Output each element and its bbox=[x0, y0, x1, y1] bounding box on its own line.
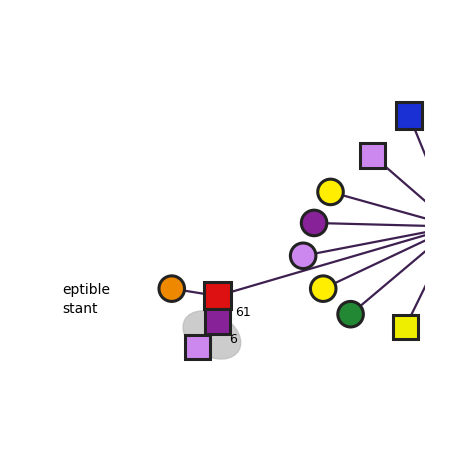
Bar bbox=[185, 335, 210, 359]
Ellipse shape bbox=[183, 311, 241, 359]
Text: 6: 6 bbox=[229, 333, 237, 346]
Bar bbox=[205, 310, 229, 334]
Circle shape bbox=[291, 243, 316, 269]
Circle shape bbox=[301, 210, 327, 236]
Text: 61: 61 bbox=[235, 306, 251, 319]
Text: stant: stant bbox=[62, 302, 98, 316]
Circle shape bbox=[159, 276, 184, 301]
Circle shape bbox=[310, 276, 336, 301]
Circle shape bbox=[338, 301, 364, 327]
Circle shape bbox=[318, 179, 343, 205]
Text: eptible: eptible bbox=[62, 283, 110, 298]
Bar bbox=[395, 102, 422, 129]
Bar bbox=[393, 315, 418, 339]
Bar bbox=[360, 143, 385, 168]
Bar bbox=[204, 283, 231, 310]
